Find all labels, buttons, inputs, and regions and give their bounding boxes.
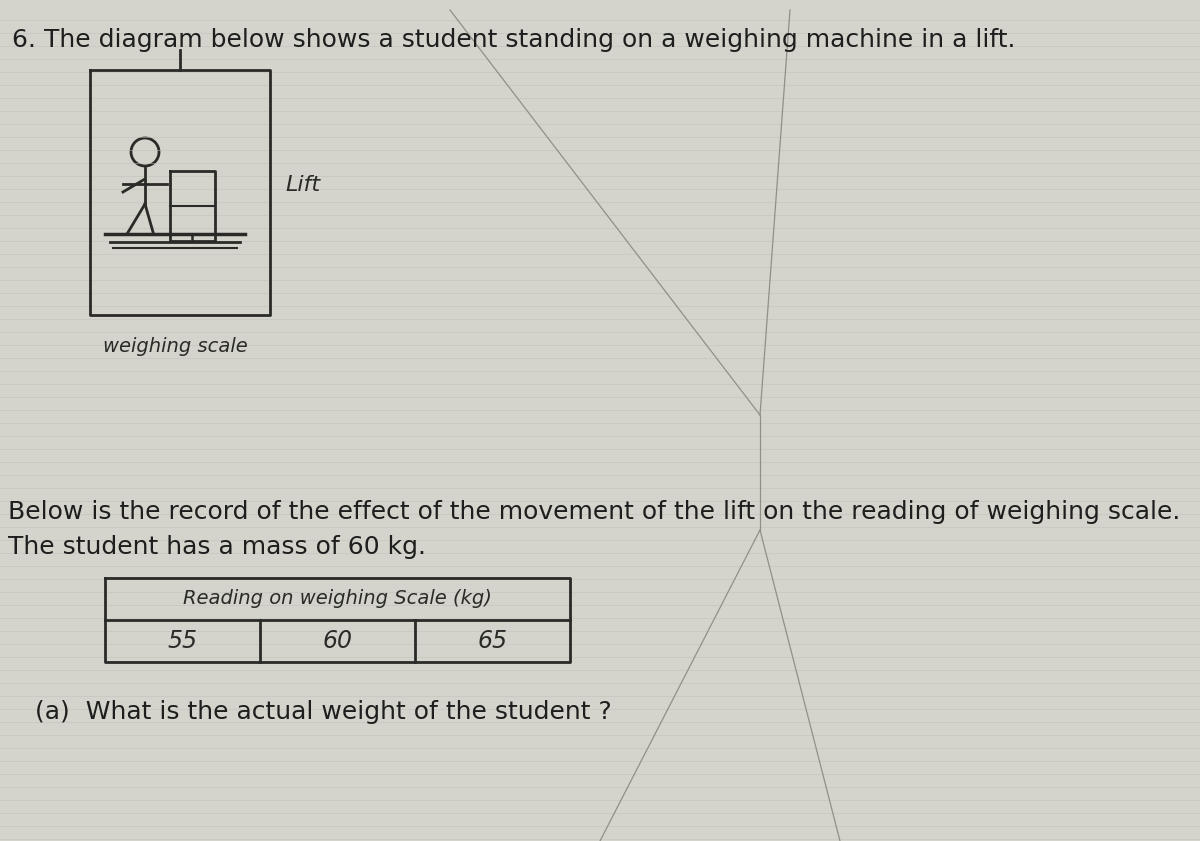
Text: Lift: Lift [286, 175, 320, 195]
Text: 55: 55 [168, 629, 198, 653]
Text: weighing scale: weighing scale [103, 337, 247, 356]
Text: Reading on weighing Scale (kg): Reading on weighing Scale (kg) [184, 590, 492, 609]
Text: The student has a mass of 60 kg.: The student has a mass of 60 kg. [8, 535, 426, 559]
Text: 60: 60 [323, 629, 353, 653]
Text: 6. The diagram below shows a student standing on a weighing machine in a lift.: 6. The diagram below shows a student sta… [12, 28, 1015, 52]
Text: (a)  What is the actual weight of the student ?: (a) What is the actual weight of the stu… [35, 700, 612, 724]
Text: 65: 65 [478, 629, 508, 653]
Text: Below is the record of the effect of the movement of the lift on the reading of : Below is the record of the effect of the… [8, 500, 1181, 524]
